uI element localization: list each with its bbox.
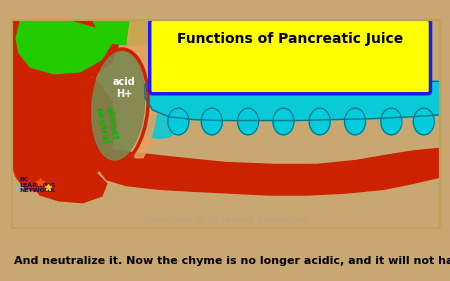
Ellipse shape xyxy=(413,108,434,135)
Ellipse shape xyxy=(381,108,402,135)
Polygon shape xyxy=(97,148,441,195)
Ellipse shape xyxy=(92,51,145,160)
Text: BC
LEARNING
NETWORK: BC LEARNING NETWORK xyxy=(19,177,55,193)
Ellipse shape xyxy=(140,114,178,138)
Polygon shape xyxy=(145,77,441,121)
Polygon shape xyxy=(124,19,159,158)
Polygon shape xyxy=(92,19,172,46)
Polygon shape xyxy=(32,172,107,203)
Polygon shape xyxy=(16,19,112,74)
FancyBboxPatch shape xyxy=(150,19,431,94)
Text: acid
H+: acid H+ xyxy=(112,77,135,99)
Text: And neutralize it. Now the chyme is no longer acidic, and it will not harm the i: And neutralize it. Now the chyme is no l… xyxy=(14,256,450,266)
Ellipse shape xyxy=(345,108,365,135)
Polygon shape xyxy=(11,19,121,81)
Text: Darrel Cojnu for BC Learning Network.com: Darrel Cojnu for BC Learning Network.com xyxy=(145,216,307,225)
Ellipse shape xyxy=(238,108,259,135)
Ellipse shape xyxy=(309,108,330,135)
Text: Functions of Pancreatic Juice: Functions of Pancreatic Juice xyxy=(177,32,403,46)
Polygon shape xyxy=(11,58,116,193)
Ellipse shape xyxy=(273,108,294,135)
Ellipse shape xyxy=(201,108,222,135)
Ellipse shape xyxy=(168,108,189,135)
Text: almost
neutral: almost neutral xyxy=(94,104,120,145)
